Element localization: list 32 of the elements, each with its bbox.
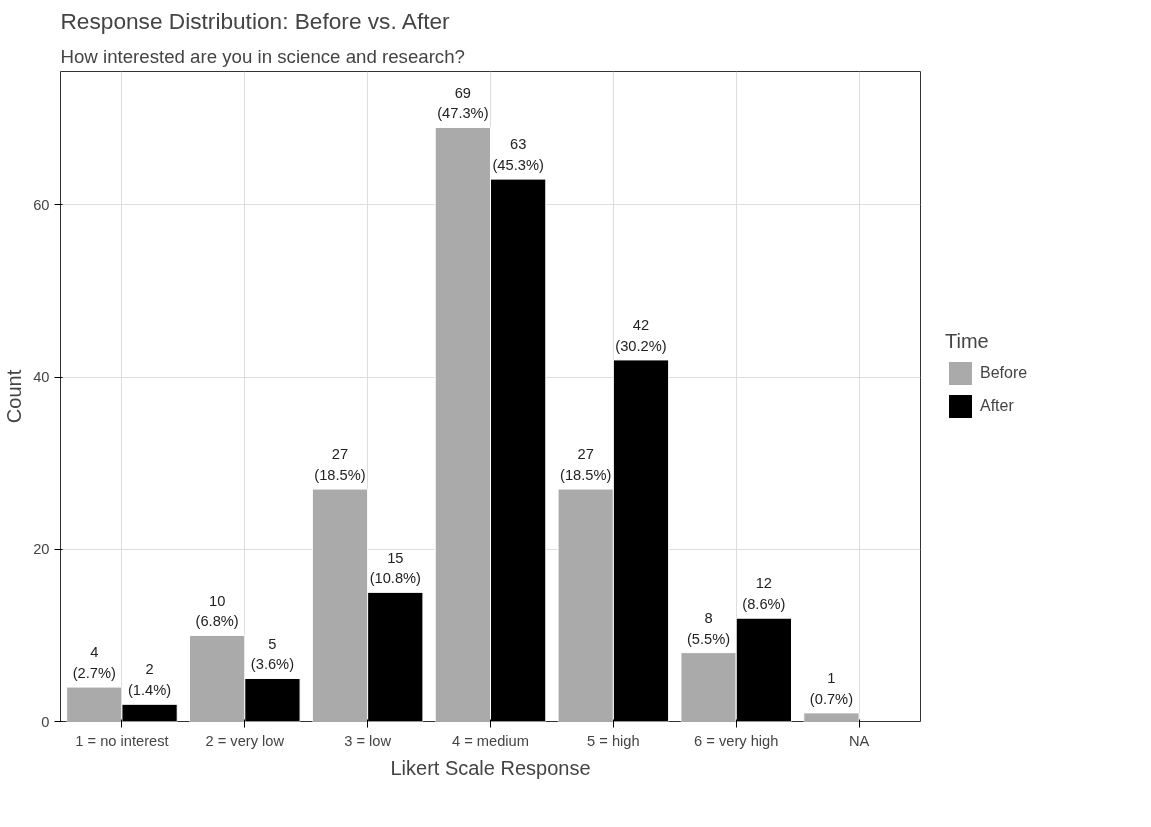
data-label: 69 (47.3%)	[437, 84, 489, 122]
data-label: 27 (18.5%)	[314, 446, 366, 484]
data-label: 5 (3.6%)	[250, 635, 295, 673]
x-tick-label: 5 = high	[587, 732, 640, 749]
chart-subtitle: How interested are you in science and research?	[60, 45, 465, 67]
data-label: 63 (45.3%)	[492, 136, 544, 174]
x-axis-title: Likert Scale Response	[390, 756, 591, 779]
data-label: 4 (2.7%)	[72, 644, 116, 682]
legend-title: Time	[945, 330, 990, 353]
y-tick-label: 20	[33, 541, 50, 558]
data-label: 42 (30.2%)	[615, 317, 667, 354]
data-label: 15 (10.8%)	[369, 549, 421, 587]
y-tick-label: 0	[41, 713, 50, 730]
y-axis-title: Count	[3, 369, 26, 424]
x-tick-label: 4 = medium	[452, 732, 529, 749]
y-tick-label: 60	[33, 196, 50, 213]
x-tick-label: 3 = low	[344, 732, 392, 749]
data-label: 27 (18.5%)	[560, 446, 612, 484]
data-label: 1 (0.7%)	[809, 670, 854, 707]
y-tick-label: 40	[33, 369, 50, 386]
bar	[803, 712, 860, 722]
x-tick-label: NA	[848, 732, 870, 749]
data-label: 2 (1.4%)	[127, 661, 172, 699]
chart-title: Response Distribution: Before vs. After	[60, 7, 451, 34]
legend-label: After	[980, 397, 1014, 415]
data-label: 10 (6.8%)	[195, 592, 239, 630]
data-label: 12 (8.6%)	[742, 575, 786, 613]
legend-label: Before	[980, 364, 1028, 382]
data-label: 8 (5.5%)	[686, 609, 731, 647]
x-tick-label: 6 = very high	[694, 732, 779, 749]
x-tick-label: 2 = very low	[205, 732, 285, 749]
x-tick-label: 1 = no interest	[75, 732, 169, 749]
